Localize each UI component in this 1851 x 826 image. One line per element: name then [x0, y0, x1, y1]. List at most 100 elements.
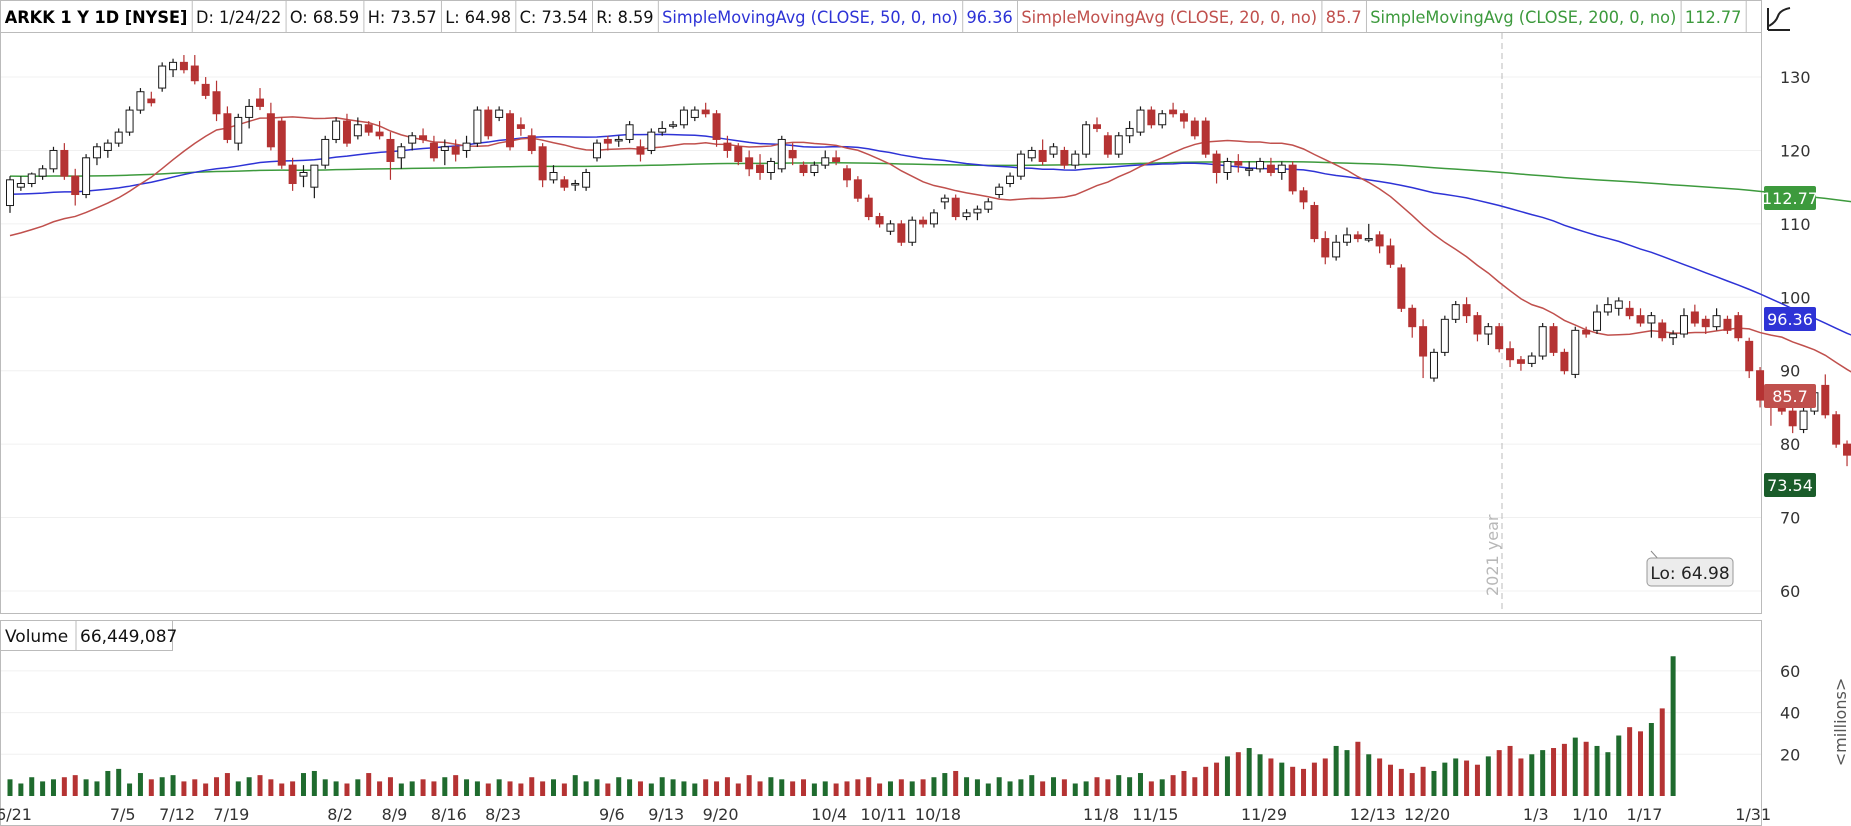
candle — [506, 110, 515, 151]
candle — [1375, 231, 1384, 254]
candle — [495, 106, 504, 122]
volume-bar — [1507, 745, 1513, 796]
volume-bar — [1007, 781, 1013, 796]
volume-bar — [1203, 766, 1209, 796]
volume-bar — [1137, 773, 1143, 796]
volume-bar — [1159, 779, 1165, 796]
candle — [560, 176, 569, 191]
volume-bar — [518, 783, 524, 796]
volume-bar — [420, 779, 426, 796]
drawing-tool-icon[interactable] — [1764, 2, 1794, 32]
volume-bar — [159, 777, 165, 796]
volume-bar — [431, 781, 437, 796]
candle — [1201, 117, 1210, 158]
volume-bar — [496, 779, 502, 796]
candle — [908, 216, 917, 246]
candle — [256, 88, 265, 111]
price-tag-close: 73.54 — [1764, 473, 1816, 497]
candle — [919, 216, 928, 228]
volume-bar — [1659, 708, 1665, 796]
candle — [60, 143, 69, 180]
candle — [1451, 300, 1460, 323]
candle — [179, 55, 188, 74]
candle — [690, 106, 699, 122]
candle — [701, 102, 710, 118]
candle — [169, 58, 178, 78]
candle — [1614, 297, 1623, 316]
candle — [1843, 440, 1851, 467]
date-tick-label: 8/23 — [485, 805, 521, 824]
volume-bar — [724, 777, 730, 796]
candle — [1353, 231, 1362, 243]
volume-bar — [964, 777, 970, 796]
volume-bar — [1170, 775, 1176, 796]
volume-bar — [898, 779, 904, 796]
sma200-label: SimpleMovingAvg (CLOSE, 200, 0, no) — [1370, 8, 1676, 27]
candle — [1603, 297, 1612, 316]
candle — [973, 205, 982, 221]
candle — [929, 209, 938, 228]
candle — [1408, 304, 1417, 338]
candle — [1277, 161, 1286, 180]
volume-bar — [1181, 770, 1187, 796]
volume-bar — [1572, 737, 1578, 796]
price-tick-label: 100 — [1780, 288, 1811, 307]
candle — [1701, 315, 1710, 335]
candle — [777, 135, 786, 173]
volume-bar — [1018, 779, 1024, 796]
date-tick-label: 12/20 — [1404, 805, 1450, 824]
volume-bar — [387, 777, 393, 796]
candle — [1679, 308, 1688, 338]
candle — [321, 135, 330, 169]
volume-bar — [811, 783, 817, 796]
candle — [1038, 139, 1047, 166]
candle — [288, 157, 297, 191]
candle — [310, 164, 319, 199]
candle — [1582, 326, 1591, 338]
candle — [1016, 150, 1025, 180]
candle — [734, 143, 743, 166]
price-tag-sma50: 96.36 — [1764, 307, 1816, 331]
volume-bar — [1051, 777, 1057, 796]
candle — [1647, 311, 1656, 338]
candle — [212, 80, 221, 122]
candle — [1397, 264, 1406, 312]
date-tick-label: 10/4 — [811, 805, 847, 824]
volume-bar — [246, 777, 252, 796]
volume-bar — [1094, 777, 1100, 796]
date-tick-label: 7/12 — [159, 805, 195, 824]
candle — [538, 143, 547, 188]
candle — [103, 139, 112, 158]
volume-bar — [1344, 750, 1350, 796]
candle — [1386, 238, 1395, 268]
candle — [1549, 323, 1558, 357]
volume-bar — [920, 779, 926, 796]
candle — [1538, 323, 1547, 360]
candle — [625, 121, 634, 144]
volume-bar — [529, 777, 535, 796]
volume-bar — [1366, 754, 1372, 796]
volume-bar — [181, 781, 187, 796]
candle — [527, 128, 536, 155]
volume-bar — [1638, 731, 1643, 796]
candle — [1125, 121, 1134, 144]
candle — [1832, 411, 1841, 448]
symbol-label: ARKK 1 Y 1D [NYSE] — [5, 8, 188, 27]
candle — [1321, 231, 1330, 265]
volume-bar — [1116, 775, 1122, 796]
candle — [266, 102, 275, 151]
volume-bar — [681, 781, 687, 796]
volume-bar — [866, 777, 872, 796]
volume-bar — [985, 783, 991, 796]
year-marker-label: 2021 year — [1483, 514, 1502, 596]
volume-bar — [1235, 752, 1241, 796]
candle — [277, 117, 286, 169]
volume-bar — [1605, 752, 1611, 796]
candle — [332, 117, 341, 144]
close-readout: C: 73.54 — [520, 8, 588, 27]
volume-bar — [1072, 783, 1078, 796]
candle — [1006, 172, 1015, 188]
volume-series — [7, 656, 1676, 796]
date-tick-label: 9/6 — [599, 805, 625, 824]
